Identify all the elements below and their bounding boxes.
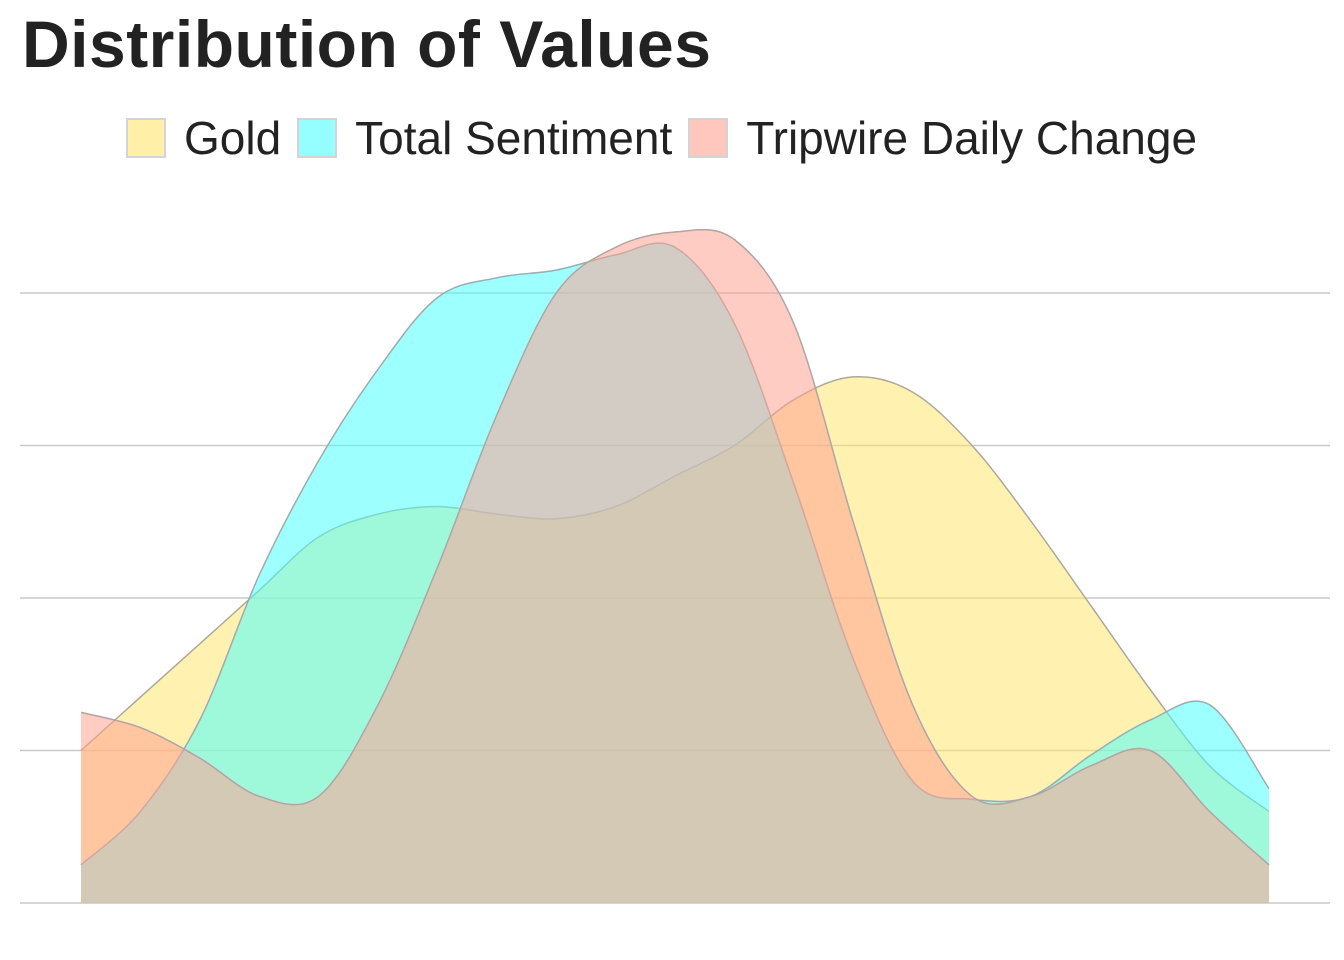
density-areas — [80, 228, 1270, 904]
legend: Gold Total Sentiment Tripwire Daily Chan… — [126, 112, 1213, 164]
legend-label-total-sentiment: Total Sentiment — [355, 112, 673, 164]
legend-label-tripwire-daily-change: Tripwire Daily Change — [746, 112, 1198, 164]
legend-swatch-gold — [126, 118, 166, 158]
legend-label-gold: Gold — [184, 112, 282, 164]
legend-item-tripwire-daily-change: Tripwire Daily Change — [688, 111, 1197, 165]
chart-title: Distribution of Values — [22, 7, 712, 81]
legend-item-total-sentiment: Total Sentiment — [297, 111, 672, 165]
legend-item-gold: Gold — [126, 111, 281, 165]
outline-tripwire-daily-change — [80, 228, 1270, 866]
area-tripwire-daily-change — [81, 229, 1269, 904]
legend-swatch-tripwire-daily-change — [688, 118, 729, 158]
legend-swatch-total-sentiment — [297, 118, 338, 158]
